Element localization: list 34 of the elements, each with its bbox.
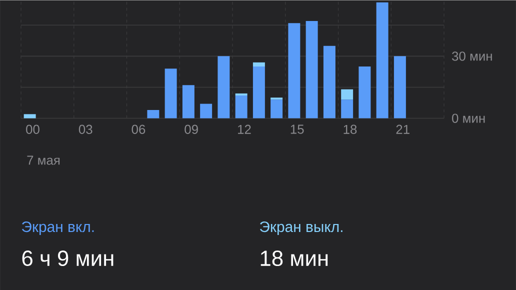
bar [164,68,177,118]
x-tick-label: 18 [344,124,357,134]
x-tick-label: 03 [78,124,92,134]
text: Экран вкл. [22,221,94,235]
bar [270,100,283,118]
text: 7 мая [27,156,60,165]
bar [394,56,406,118]
bar [323,46,336,118]
bar [200,104,212,118]
x-tick-label: 12 [238,124,251,134]
x-tick-label: 00 [26,124,40,134]
x-tick-label: 06 [132,124,146,134]
bar [235,95,248,118]
bar [306,20,318,118]
bar [376,2,388,118]
bar [252,66,265,118]
text: 6 ч 9 мин [22,250,114,266]
bar [252,62,265,66]
text: 18 мин [260,250,328,266]
bar [24,114,36,118]
bar [182,85,194,118]
bar [270,97,283,100]
bar [341,100,354,118]
x-tick-label: 15 [290,124,304,134]
x-tick-label: 09 [184,124,198,134]
x-tick-label: 21 [396,124,410,134]
bar [358,66,371,118]
bar [341,89,354,100]
bar [288,22,300,118]
bar [147,110,160,118]
y-tick-label: 0 мин [452,114,485,123]
bar [218,56,230,118]
y-tick-label: 30 мин [452,51,492,61]
text: Экран выкл. [260,221,342,235]
